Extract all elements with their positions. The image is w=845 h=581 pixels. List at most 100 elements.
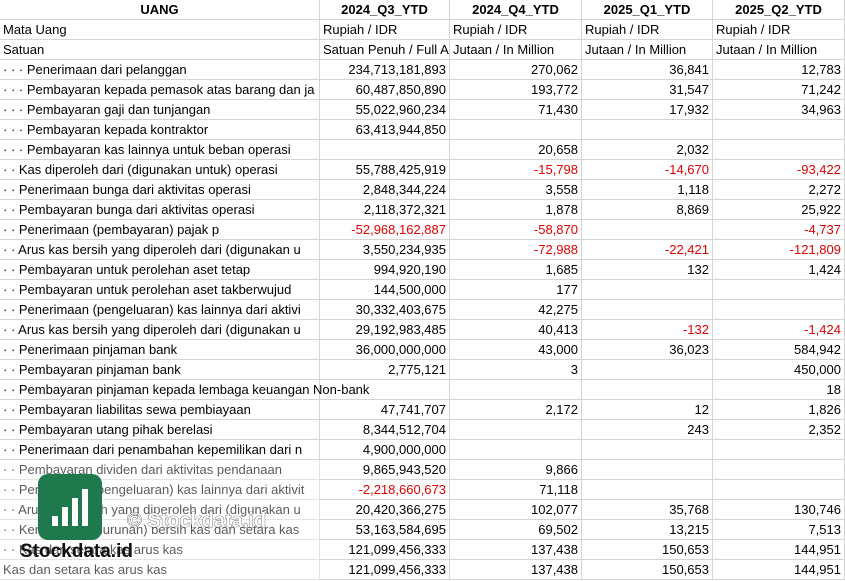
value-cell: 63,413,944,850 [320,120,450,140]
value-cell: -58,870 [450,220,582,240]
value-cell: -121,809 [713,240,845,260]
value-cell: 132 [582,260,713,280]
value-cell [713,460,845,480]
value-cell [320,140,450,160]
value-cell [582,380,713,400]
value-cell: 71,242 [713,80,845,100]
value-cell: 8,344,512,704 [320,420,450,440]
value-cell: 3,558 [450,180,582,200]
value-cell: 43,000 [450,340,582,360]
value-cell: 243 [582,420,713,440]
value-cell: 3 [450,360,582,380]
value-cell: 40,413 [450,320,582,340]
value-cell: 2,032 [582,140,713,160]
row-label: · · Penerimaan (pembayaran) pajak p [0,220,320,240]
value-cell: 17,932 [582,100,713,120]
value-cell [450,440,582,460]
row-label: · · Pembayaran untuk perolehan aset takb… [0,280,320,300]
value-cell: 31,547 [582,80,713,100]
value-cell: 193,772 [450,80,582,100]
value-cell: 1,424 [713,260,845,280]
value-cell: 1,878 [450,200,582,220]
value-cell: 144,951 [713,560,845,580]
value-cell [450,420,582,440]
value-cell [582,440,713,460]
value-cell: 69,502 [450,520,582,540]
value-cell: 177 [450,280,582,300]
value-cell: 270,062 [450,60,582,80]
value-cell: 18 [713,380,845,400]
row-label: · · · Pembayaran gaji dan tunjangan [0,100,320,120]
value-cell: -132 [582,320,713,340]
value-cell: 150,653 [582,560,713,580]
row-label: · · Pembayaran liabilitas sewa pembiayaa… [0,400,320,420]
value-cell: 25,922 [713,200,845,220]
value-cell: -72,988 [450,240,582,260]
value-cell: 53,163,584,695 [320,520,450,540]
value-cell [582,360,713,380]
value-cell [713,480,845,500]
unit-cell: Jutaan / In Million [450,40,582,60]
value-cell: 4,900,000,000 [320,440,450,460]
value-cell: 13,215 [582,520,713,540]
row-label: · · · Pembayaran kepada pemasok atas bar… [0,80,320,100]
column-header: 2025_Q2_YTD [713,0,845,20]
value-cell: 3,550,234,935 [320,240,450,260]
value-cell: 12,783 [713,60,845,80]
row-label: · · Penerimaan pinjaman bank [0,340,320,360]
column-header: 2024_Q3_YTD [320,0,450,20]
value-cell: 35,768 [582,500,713,520]
value-cell: 994,920,190 [320,260,450,280]
row-label: · · · Penerimaan dari pelanggan [0,60,320,80]
value-cell: 450,000 [713,360,845,380]
unit-cell: Rupiah / IDR [713,20,845,40]
value-cell [582,480,713,500]
value-cell: 144,951 [713,540,845,560]
unit-cell: Rupiah / IDR [582,20,713,40]
value-cell: -22,421 [582,240,713,260]
value-cell: 30,332,403,675 [320,300,450,320]
value-cell: 2,848,344,224 [320,180,450,200]
row-label: · · Arus kas bersih yang diperoleh dari … [0,320,320,340]
row-label: · · Pembayaran pinjaman kepada lembaga k… [0,380,369,400]
value-cell: 137,438 [450,540,582,560]
value-cell: 7,513 [713,520,845,540]
value-cell [450,120,582,140]
row-label: Satuan [0,40,320,60]
row-label: Kas dan setara kas arus kas [0,560,320,580]
value-cell [582,220,713,240]
row-label: · · Penerimaan bunga dari aktivitas oper… [0,180,320,200]
value-cell: -2,218,660,673 [320,480,450,500]
row-label: · · Pembayaran bunga dari aktivitas oper… [0,200,320,220]
value-cell: 71,118 [450,480,582,500]
row-label: Mata Uang [0,20,320,40]
value-cell: -52,968,162,887 [320,220,450,240]
row-label: · · Kas diperoleh dari (digunakan untuk)… [0,160,320,180]
value-cell: 1,826 [713,400,845,420]
value-cell: -1,424 [713,320,845,340]
value-cell: 1,685 [450,260,582,280]
value-cell: -93,422 [713,160,845,180]
value-cell: 71,430 [450,100,582,120]
unit-cell: Rupiah / IDR [450,20,582,40]
row-label: · · Arus kas bersih yang diperoleh dari … [0,240,320,260]
unit-cell: Jutaan / In Million [713,40,845,60]
watermark-fade [0,460,320,581]
value-cell [713,140,845,160]
column-header: UANG [0,0,320,20]
value-cell: 9,866 [450,460,582,480]
value-cell [713,440,845,460]
value-cell: 29,192,983,485 [320,320,450,340]
value-cell: 234,713,181,893 [320,60,450,80]
row-label: · · Kas dan setara kas arus kas [0,540,320,560]
value-cell: 20,658 [450,140,582,160]
row-label: · · Pembayaran pinjaman bank [0,360,320,380]
value-cell: 121,099,456,333 [320,540,450,560]
value-cell: -4,737 [713,220,845,240]
row-label: · · Penerimaan dari penambahan kepemilik… [0,440,320,460]
value-cell: 36,000,000,000 [320,340,450,360]
value-cell: 47,741,707 [320,400,450,420]
value-cell: 2,172 [450,400,582,420]
value-cell [713,280,845,300]
value-cell [582,120,713,140]
